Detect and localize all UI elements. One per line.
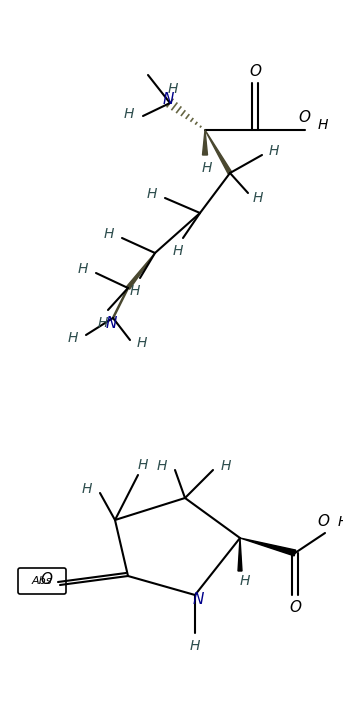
Text: N: N: [105, 316, 117, 330]
Text: H: H: [318, 118, 328, 132]
Text: H: H: [338, 515, 343, 529]
Text: H: H: [138, 458, 148, 472]
Text: H: H: [269, 144, 279, 158]
Text: H: H: [173, 244, 183, 258]
Text: H: H: [98, 316, 108, 330]
Text: H: H: [78, 262, 88, 276]
Text: H: H: [168, 82, 178, 96]
Text: O: O: [317, 513, 329, 529]
Text: O: O: [298, 110, 310, 126]
Text: O: O: [40, 572, 52, 586]
Text: H: H: [240, 574, 250, 588]
Polygon shape: [202, 130, 208, 155]
FancyBboxPatch shape: [18, 568, 66, 594]
Text: H: H: [137, 336, 147, 350]
Text: H: H: [130, 284, 140, 298]
Text: O: O: [289, 600, 301, 616]
Text: H: H: [202, 161, 212, 175]
Polygon shape: [240, 538, 296, 556]
Text: H: H: [68, 331, 78, 345]
Text: H: H: [190, 639, 200, 653]
Polygon shape: [238, 538, 242, 571]
Text: O: O: [249, 63, 261, 79]
Text: H: H: [253, 191, 263, 205]
Text: H: H: [157, 459, 167, 473]
Text: H: H: [221, 459, 231, 473]
Text: N: N: [192, 593, 204, 607]
Text: H: H: [147, 187, 157, 201]
Polygon shape: [205, 130, 232, 174]
Text: Abs: Abs: [32, 576, 52, 586]
Text: H: H: [104, 227, 114, 241]
Text: H: H: [124, 107, 134, 121]
Text: N: N: [162, 93, 174, 108]
Polygon shape: [127, 253, 155, 289]
Text: H: H: [82, 482, 92, 496]
